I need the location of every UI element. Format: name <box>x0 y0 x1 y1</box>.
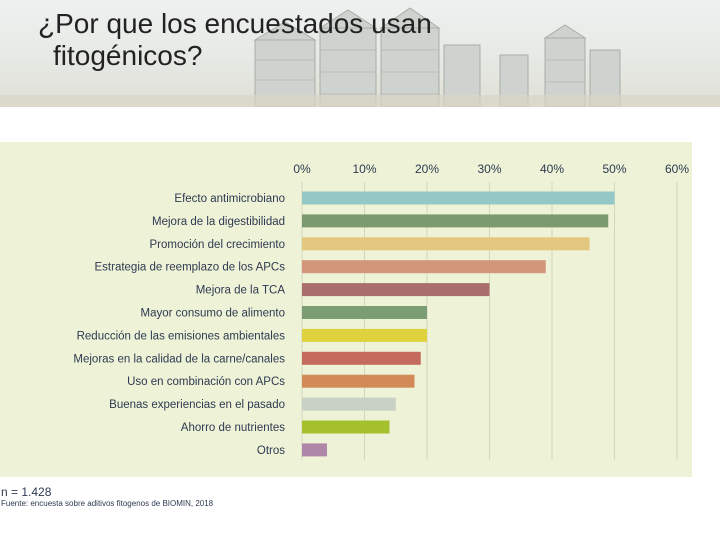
category-label: Reducción de las emisiones ambientales <box>77 330 286 342</box>
bar <box>302 306 427 319</box>
bar <box>302 420 390 434</box>
category-label: Mayor consumo de alimento <box>141 308 285 320</box>
x-tick-label: 60% <box>665 162 689 176</box>
bar-chart: 0% 10% 20% 30% 40% 50% 60% Efecto antimicrobian… <box>73 162 689 460</box>
category-label: Estrategia de reemplazo de los APCs <box>95 262 286 274</box>
x-tick-label: 40% <box>540 162 564 176</box>
category-label: Promoción del crecimiento <box>149 239 285 251</box>
x-tick-label: 0% <box>293 162 311 176</box>
source-note: Fuente: encuesta sobre aditivos fitogeno… <box>1 499 214 508</box>
category-label: Mejoras en la calidad de la carne/canale… <box>73 353 285 365</box>
x-tick-label: 20% <box>415 162 439 176</box>
slide-title-line-2: fitogénicos? <box>53 40 203 71</box>
category-label: Mejora de la TCA <box>196 285 286 297</box>
category-label: Mejora de la digestibilidad <box>152 216 285 228</box>
header-banner: ¿Por que los encuestados usan fitogénico… <box>0 0 720 107</box>
category-label: Efecto antimicrobiano <box>174 193 285 205</box>
bar <box>302 260 546 274</box>
category-label: Ahorro de nutrientes <box>181 422 285 434</box>
x-tick-label: 30% <box>477 162 501 176</box>
bar <box>302 328 427 342</box>
category-label: Buenas experiencias en el pasado <box>109 399 285 411</box>
bar <box>302 351 421 365</box>
bar <box>302 283 490 297</box>
bar <box>302 191 615 205</box>
category-label: Uso en combinación con APCs <box>127 376 285 388</box>
category-label: Otros <box>257 445 285 457</box>
bar <box>302 374 415 388</box>
slide-title-line-1: ¿Por que los encuestados usan <box>38 8 432 39</box>
bar <box>302 397 396 411</box>
bar <box>302 443 327 457</box>
x-tick-label: 50% <box>602 162 626 176</box>
sample-size-note: n = 1.428 <box>1 485 52 499</box>
slide-title: ¿Por que los encuestados usan fitogénico… <box>38 8 432 72</box>
bar <box>302 237 590 251</box>
grain-silos-illustration <box>0 7 720 107</box>
x-tick-label: 10% <box>352 162 376 176</box>
bar <box>302 214 609 228</box>
